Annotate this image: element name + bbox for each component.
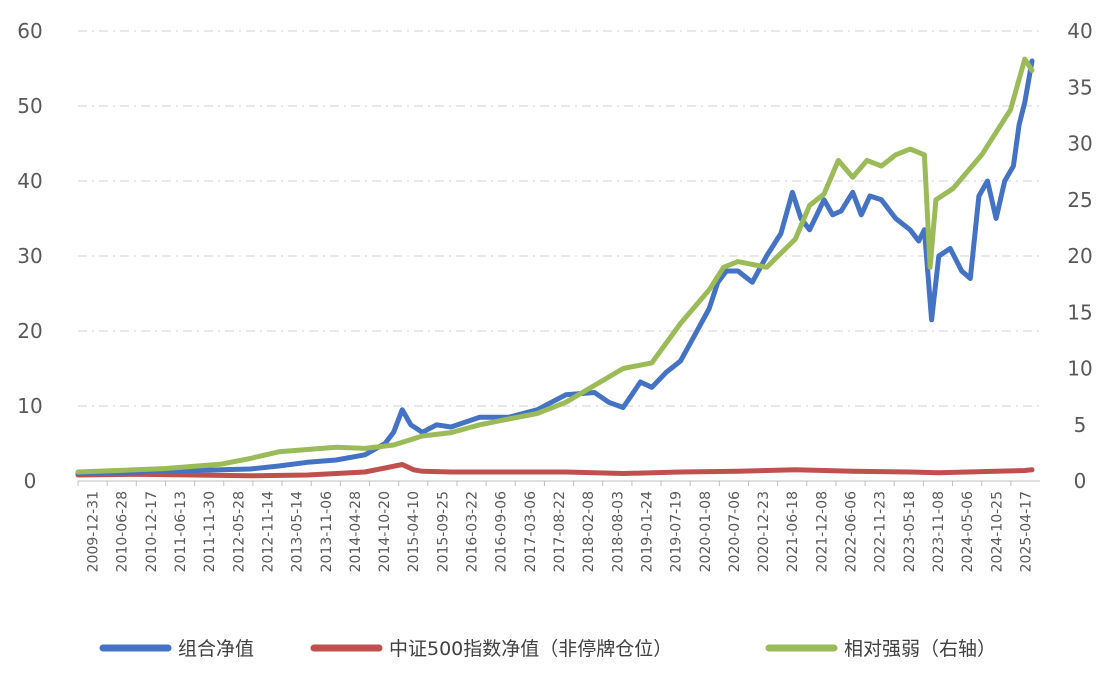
x-tick-label: 2022-11-23 [873,491,889,572]
x-tick-label: 2013-11-06 [319,491,335,572]
series-line-relative-strength [75,56,1035,475]
right-y-tick-label: 25 [1067,188,1092,212]
x-tick-label: 2019-01-24 [639,491,655,572]
x-tick-label: 2016-09-06 [494,491,510,572]
x-tick-label: 2020-01-08 [698,491,714,572]
left-y-axis: 0 10 20 30 40 50 60 [17,19,42,493]
left-y-tick-label: 20 [17,319,42,343]
series-line-portfolio [75,58,1035,476]
x-tick-label: 2014-10-20 [377,491,393,572]
right-y-tick-label: 30 [1067,132,1092,156]
legend-label-portfolio: 组合净值 [178,638,254,660]
right-y-tick-label: 0 [1074,469,1087,493]
left-y-tick-label: 30 [17,244,42,268]
x-tick-label: 2014-04-28 [348,491,364,572]
right-y-tick-label: 10 [1067,357,1092,381]
x-tick-label: 2012-11-14 [260,491,276,572]
x-tick-label: 2010-06-28 [115,491,131,572]
right-y-tick-label: 35 [1067,75,1092,99]
left-y-tick-label: 0 [24,469,37,493]
x-axis: 2009-12-31 2010-06-28 2010-12-17 2011-06-13… [77,481,1034,572]
x-tick-label: 2023-05-18 [902,491,918,572]
x-tick-label: 2016-03-22 [465,491,481,572]
series-lines [75,56,1035,479]
x-tick-label: 2024-10-25 [989,491,1005,572]
left-y-tick-label: 10 [17,394,42,418]
x-tick-label: 2013-05-14 [290,491,306,572]
x-tick-label: 2025-04-17 [1018,491,1034,572]
x-tick-label: 2019-07-19 [669,491,685,572]
x-tick-label: 2022-06-06 [844,491,860,572]
gridlines [78,30,1040,482]
right-y-axis: 0 5 10 15 20 25 30 35 40 [1067,19,1092,493]
x-tick-label: 2018-02-08 [581,491,597,572]
x-tick-label: 2011-11-30 [202,491,218,572]
x-tick-label: 2023-11-08 [931,491,947,572]
legend-label-relative-strength: 相对强弱（右轴） [844,638,996,660]
x-tick-label: 2018-08-03 [610,491,626,572]
right-y-tick-label: 20 [1067,244,1092,268]
x-tick-label: 2011-06-13 [173,491,189,572]
x-tick-label: 2021-06-18 [785,491,801,572]
x-tick-label: 2010-12-17 [144,491,160,572]
x-tick-label: 2009-12-31 [86,491,102,572]
x-tick-label: 2020-07-06 [727,491,743,572]
legend-label-csi500: 中证500指数净值（非停牌仓位） [389,638,672,660]
x-tick-label: 2015-04-10 [406,491,422,572]
x-tick-label: 2021-12-08 [814,491,830,572]
left-y-tick-label: 60 [17,19,42,43]
x-tick-label: 2017-08-22 [552,491,568,572]
right-y-tick-label: 15 [1067,300,1092,324]
left-y-tick-label: 40 [17,169,42,193]
right-y-tick-label: 5 [1074,413,1087,437]
right-y-tick-label: 40 [1067,19,1092,43]
legend: 组合净值 中证500指数净值（非停牌仓位） 相对强弱（右轴） [99,638,996,660]
left-y-tick-label: 50 [17,94,42,118]
x-tick-label: 2020-12-23 [756,491,772,572]
x-tick-label: 2024-05-06 [960,491,976,572]
x-tick-label: 2017-03-06 [523,491,539,572]
x-tick-label: 2015-09-25 [435,491,451,572]
series-line-csi500 [75,462,1035,479]
x-tick-label: 2012-05-28 [231,491,247,572]
